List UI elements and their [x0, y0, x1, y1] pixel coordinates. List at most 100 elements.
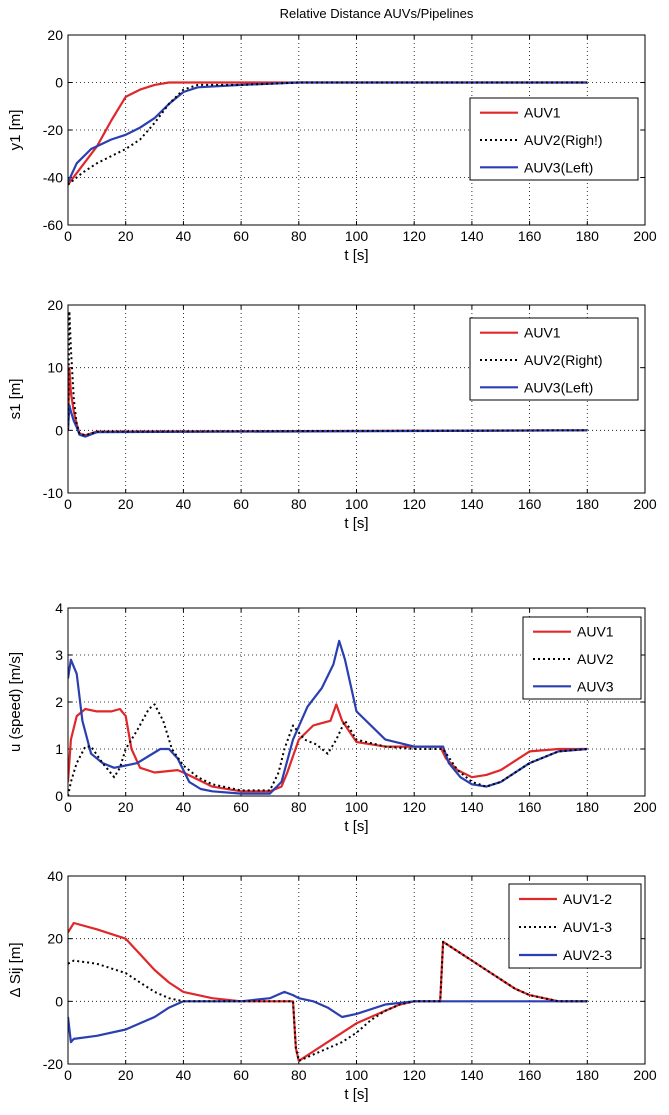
legend: AUV1 AUV2(Righ!) AUV3(Left): [469, 97, 639, 181]
axes-frame: [67, 607, 646, 797]
x-tick-label: 80: [291, 799, 307, 815]
y-tick-label: -10: [43, 485, 63, 501]
y-tick-label: -60: [43, 217, 63, 233]
x-tick-label: 20: [118, 496, 134, 512]
y-axis-label: u (speed) [m/s]: [7, 652, 24, 752]
x-tick-label: 100: [345, 799, 369, 815]
x-tick-label: 40: [176, 228, 192, 244]
x-tick-label: 160: [518, 1067, 542, 1083]
x-tick-label: 80: [291, 1067, 307, 1083]
x-tick-label: 0: [64, 799, 72, 815]
x-tick-label: 0: [64, 228, 72, 244]
series-line-auv2-right-: [68, 310, 588, 437]
y-tick-label: 0: [55, 75, 63, 91]
legend-label: AUV1: [577, 624, 614, 640]
x-tick-label: 140: [460, 496, 484, 512]
x-tick-label: 60: [233, 799, 249, 815]
x-tick-label: 160: [518, 496, 542, 512]
legend-label: AUV3: [577, 678, 614, 694]
y-tick-label: 1: [55, 741, 63, 757]
x-tick-label: 180: [576, 496, 600, 512]
legend-label: AUV1: [524, 325, 561, 341]
x-tick-label: 40: [176, 1067, 192, 1083]
legend: AUV1-2 AUV1-3 AUV2-3: [508, 883, 642, 969]
y-tick-label: 40: [47, 868, 63, 884]
series-line-auv3: [68, 639, 588, 795]
y-tick-label: 10: [47, 360, 63, 376]
legend-label: AUV1-2: [563, 891, 612, 907]
series-line-auv3-left-: [68, 81, 588, 183]
x-tick-label: 180: [576, 1067, 600, 1083]
axes-frame: [67, 34, 646, 226]
y-tick-label: 0: [55, 993, 63, 1009]
legend-label: AUV2(Right): [524, 352, 603, 368]
x-tick-label: 200: [633, 228, 657, 244]
x-tick-label: 40: [176, 799, 192, 815]
x-tick-label: 0: [64, 1067, 72, 1083]
legend: AUV1 AUV2(Right) AUV3(Left): [469, 317, 639, 401]
x-tick-label: 60: [233, 1067, 249, 1083]
legend-label: AUV2(Righ!): [524, 132, 603, 148]
x-tick-label: 120: [403, 496, 427, 512]
x-axis-label: t [s]: [344, 247, 368, 264]
x-tick-label: 120: [403, 228, 427, 244]
x-tick-label: 80: [291, 496, 307, 512]
x-axis-label: t [s]: [344, 515, 368, 532]
y-tick-label: -20: [43, 122, 63, 138]
x-tick-label: 200: [633, 496, 657, 512]
x-tick-label: 20: [118, 1067, 134, 1083]
legend-label: AUV1-3: [563, 919, 612, 935]
series-line-auv2-3: [68, 990, 588, 1044]
axes-frame: [67, 304, 646, 494]
chart-1: Relative Distance AUVs/Pipelines 0 20 40 60 8…: [7, 6, 657, 264]
y-tick-label: 3: [55, 647, 63, 663]
x-tick-label: 200: [633, 1067, 657, 1083]
x-tick-label: 140: [460, 228, 484, 244]
legend-label: AUV1: [524, 105, 561, 121]
x-tick-label: 160: [518, 799, 542, 815]
x-tick-label: 100: [345, 496, 369, 512]
series-line-auv1-3: [68, 940, 588, 1062]
x-tick-label: 60: [233, 228, 249, 244]
y-tick-label: -40: [43, 170, 63, 186]
y-axis-label: Δ Sij [m]: [7, 942, 24, 997]
y-axis-label: y1 [m]: [7, 110, 24, 151]
y-tick-label: 20: [47, 931, 63, 947]
y-tick-label: 2: [55, 694, 63, 710]
series-line-auv2-righ-: [68, 81, 588, 186]
y-tick-label: 0: [55, 422, 63, 438]
x-tick-label: 140: [460, 799, 484, 815]
chart-3: 0 20 40 60 80 100 120 140 160 180 200 0 1 2 3 4 t [s] u (…: [7, 600, 657, 835]
legend-label: AUV2: [577, 651, 614, 667]
legend-label: AUV3(Left): [524, 379, 593, 395]
x-tick-label: 100: [345, 1067, 369, 1083]
x-axis-label: t [s]: [344, 1086, 368, 1103]
x-tick-label: 20: [118, 799, 134, 815]
x-tick-label: 160: [518, 228, 542, 244]
legend: AUV1 AUV2 AUV3: [522, 616, 642, 700]
x-tick-label: 180: [576, 228, 600, 244]
chart-title: Relative Distance AUVs/Pipelines: [280, 6, 474, 21]
legend-label: AUV3(Left): [524, 159, 593, 175]
x-tick-label: 60: [233, 496, 249, 512]
x-tick-label: 100: [345, 228, 369, 244]
series-line-auv1: [68, 81, 588, 186]
series-line-auv1: [68, 703, 588, 793]
x-tick-label: 180: [576, 799, 600, 815]
x-tick-label: 80: [291, 228, 307, 244]
y-axis-label: s1 [m]: [7, 379, 24, 420]
y-tick-label: 4: [55, 600, 63, 616]
y-tick-label: 20: [47, 297, 63, 313]
x-tick-label: 140: [460, 1067, 484, 1083]
x-tick-label: 200: [633, 799, 657, 815]
x-tick-label: 20: [118, 228, 134, 244]
x-tick-label: 40: [176, 496, 192, 512]
y-tick-label: 20: [47, 27, 63, 43]
x-tick-label: 120: [403, 1067, 427, 1083]
x-tick-label: 120: [403, 799, 427, 815]
legend-label: AUV2-3: [563, 947, 612, 963]
x-axis-label: t [s]: [344, 818, 368, 835]
